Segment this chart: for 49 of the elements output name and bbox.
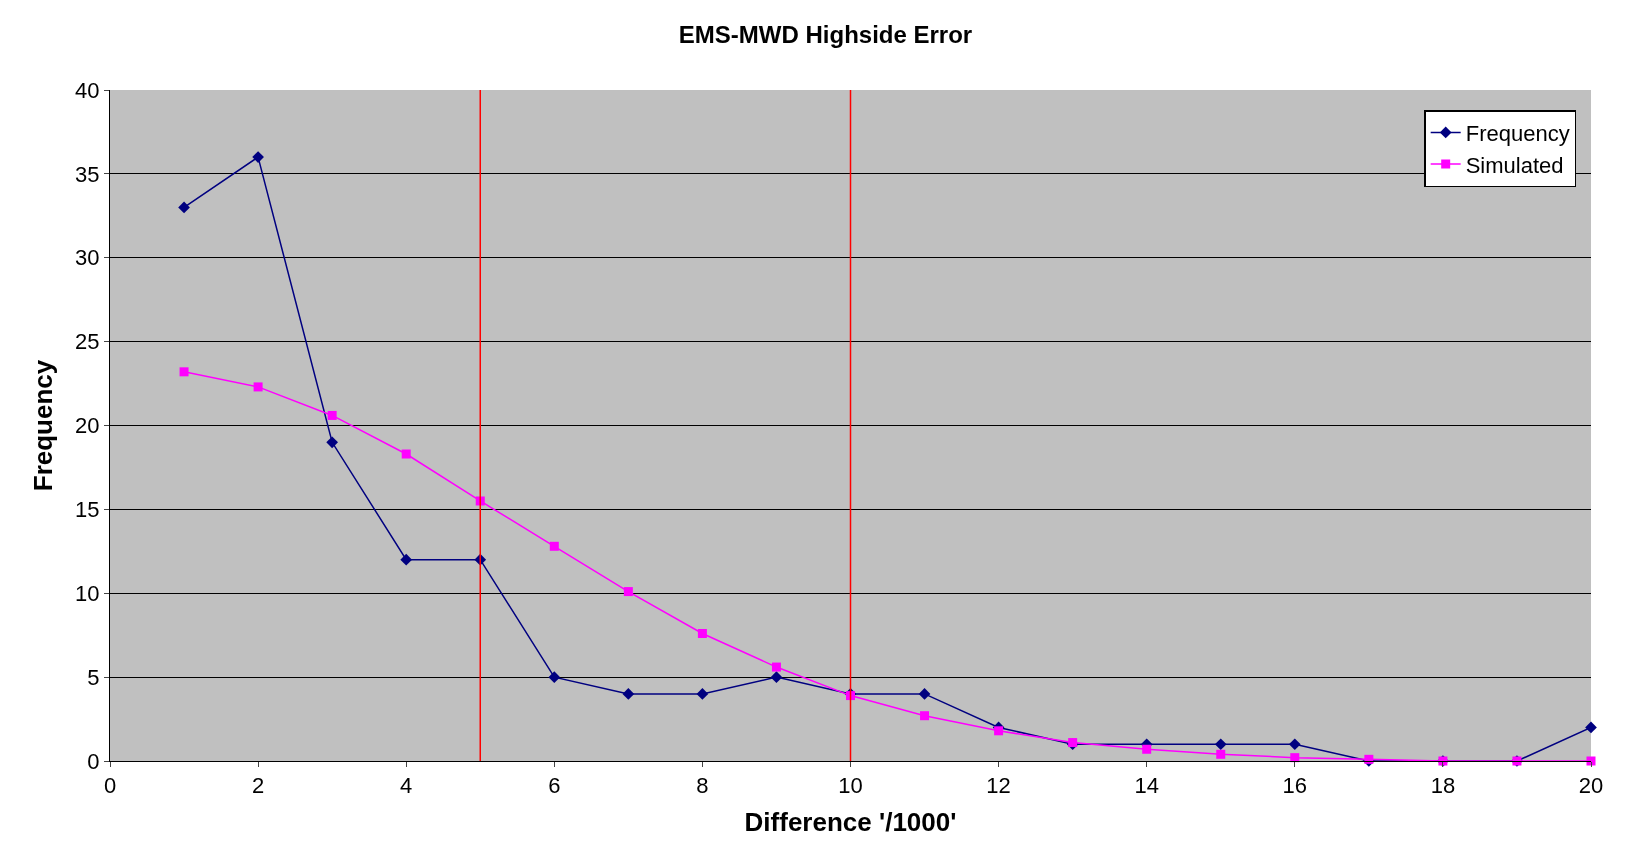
point: [252, 151, 264, 163]
point: [326, 436, 338, 449]
point: [548, 671, 561, 683]
point: [696, 688, 709, 700]
y-tick-label: 5: [87, 664, 100, 690]
x-tick-label: 8: [696, 773, 709, 799]
point: [1214, 738, 1227, 751]
point: [1142, 744, 1152, 754]
point: [178, 201, 190, 214]
x-tick-label: 16: [1282, 773, 1308, 799]
point: [549, 541, 559, 551]
chart-title: EMS-MWD Highside Error: [678, 20, 973, 48]
point: [771, 662, 781, 672]
x-tick-label: 12: [986, 773, 1011, 799]
point: [179, 367, 189, 377]
legend-label: Frequency: [1465, 121, 1570, 147]
y-tick-label: 10: [75, 580, 100, 606]
x-tick-label: 2: [251, 773, 265, 799]
point: [697, 629, 707, 639]
point: [1288, 738, 1301, 751]
legend-label: Simulated: [1465, 152, 1564, 178]
point: [1585, 721, 1597, 734]
x-tick-label: 14: [1134, 773, 1159, 799]
point: [253, 382, 263, 392]
point: [327, 410, 337, 420]
x-tick-label: 18: [1430, 773, 1456, 799]
y-axis-title: Frequency: [27, 359, 58, 492]
point: [994, 726, 1004, 736]
x-tick-label: 4: [400, 773, 413, 799]
point: [400, 553, 413, 566]
y-tick-label: 20: [75, 413, 100, 439]
y-tick-label: 35: [75, 161, 100, 187]
point: [1216, 749, 1226, 759]
x-axis-title: Difference '/1000': [744, 807, 957, 838]
point: [401, 449, 411, 459]
point: [918, 688, 931, 700]
point: [920, 711, 930, 721]
y-tick-label: 0: [87, 748, 100, 774]
x-tick-label: 20: [1578, 773, 1604, 799]
y-tick-label: 25: [75, 329, 100, 355]
y-tick-label: 30: [75, 245, 100, 271]
point: [622, 688, 635, 700]
y-tick-label: 40: [75, 77, 100, 103]
x-tick-label: 10: [838, 773, 863, 799]
point: [770, 671, 783, 683]
x-tick-label: 6: [548, 773, 561, 799]
point: [623, 587, 633, 597]
y-tick-label: 15: [75, 497, 100, 523]
x-tick-label: 0: [103, 773, 117, 799]
